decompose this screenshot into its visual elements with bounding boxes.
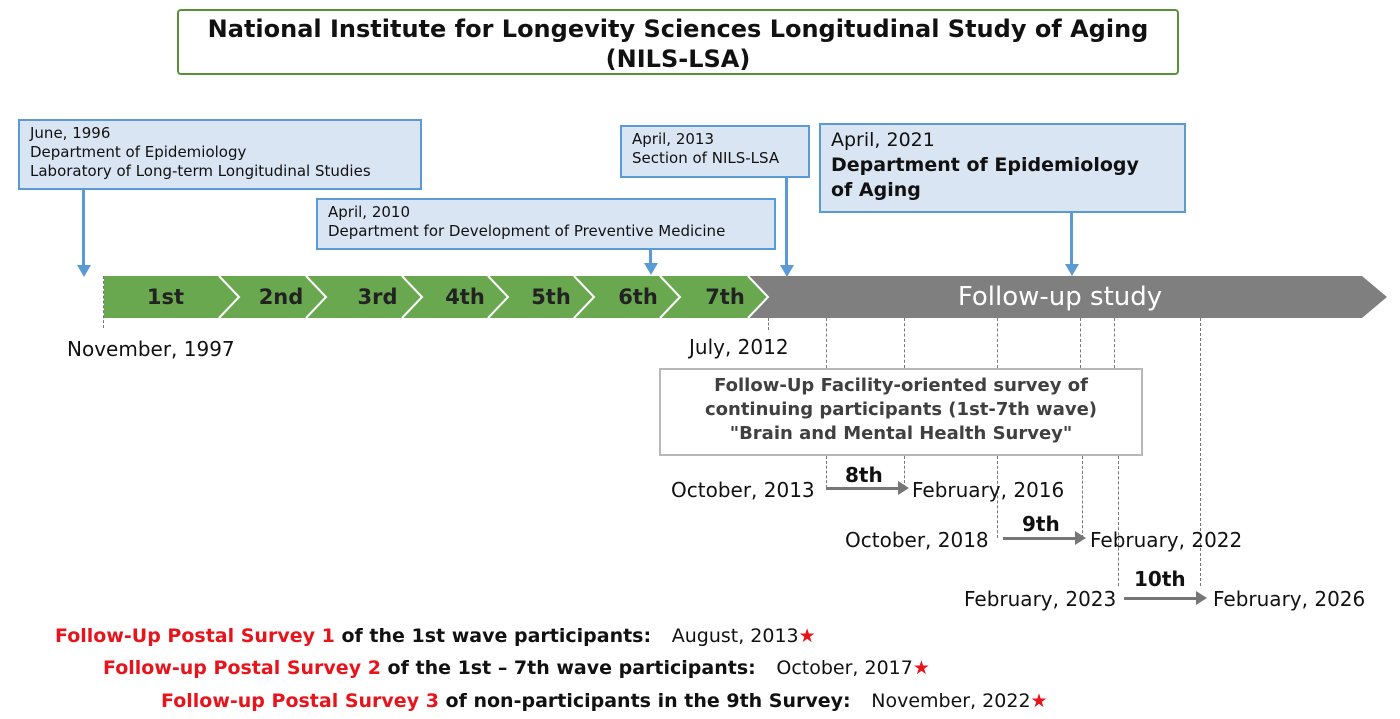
postal-survey-name: Follow-Up Postal Survey 1 xyxy=(55,625,335,647)
event-date: April, 2010 xyxy=(328,203,410,221)
star-icon: ★ xyxy=(1030,690,1048,712)
followup-box-line: Follow-Up Facility-oriented survey of xyxy=(714,375,1088,396)
guide-line-9th-end-a xyxy=(1080,318,1081,368)
end-waves-date-label: July, 2012 xyxy=(689,335,789,359)
wave-chevron-4 xyxy=(402,276,508,318)
event-box-2013: April, 2013 Section of NILS-LSA xyxy=(620,125,810,178)
guide-line-10th-end xyxy=(1200,318,1201,586)
wave-label-6: 6th xyxy=(618,285,658,309)
followup-survey-box: Follow-Up Facility-oriented survey of co… xyxy=(659,368,1143,456)
postal-survey-2: Follow-up Postal Survey 2 of the 1st – 7… xyxy=(103,657,930,679)
postal-survey-1: Follow-Up Postal Survey 1 of the 1st wav… xyxy=(55,625,816,647)
wave-chevron-5 xyxy=(488,276,594,318)
event-box-1996: June, 1996 Department of Epidemiology La… xyxy=(18,119,422,190)
postal-survey-desc: of non-participants in the 9th Survey: xyxy=(445,690,851,712)
followup-band-arrow xyxy=(748,276,1387,318)
event-line: Section of NILS-LSA xyxy=(632,149,780,167)
guide-line-8th-start-a xyxy=(826,318,827,368)
event-line: Laboratory of Long-term Longitudinal Stu… xyxy=(30,162,371,180)
event-box-2021: April, 2021 Department of Epidemiology o… xyxy=(819,123,1186,213)
title-line-2: (NILS-LSA) xyxy=(605,45,751,73)
wave-8-label: 8th xyxy=(845,463,883,487)
event-line: of Aging xyxy=(831,179,921,201)
guide-line-9th-start-a xyxy=(997,318,998,368)
postal-survey-date: October, 2017 xyxy=(776,657,913,679)
star-icon: ★ xyxy=(798,625,816,647)
wave-chevron-2 xyxy=(219,276,326,318)
wave-chevron-1 xyxy=(104,276,239,318)
wave-8-arrowhead xyxy=(898,481,909,495)
postal-survey-desc: of the 1st wave participants: xyxy=(341,625,652,647)
title-box: National Institute for Longevity Science… xyxy=(177,9,1179,75)
wave-10-end: February, 2026 xyxy=(1213,587,1366,611)
arrow-head-2021 xyxy=(1065,264,1079,276)
followup-box-line: "Brain and Mental Health Survey" xyxy=(729,423,1073,444)
guide-line-9th-start-b xyxy=(997,456,998,538)
guide-line-2012 xyxy=(768,318,769,330)
wave-10-start: February, 2023 xyxy=(964,587,1117,611)
postal-survey-name: Follow-up Postal Survey 2 xyxy=(103,657,381,679)
timeline-band xyxy=(104,275,1387,319)
arrow-head-1996 xyxy=(77,265,91,277)
event-box-2010: April, 2010 Department for Development o… xyxy=(316,198,776,250)
wave-label-1: 1st xyxy=(146,285,185,309)
wave-chevron-7 xyxy=(660,276,768,318)
wave-9-end: February, 2022 xyxy=(1090,528,1243,552)
wave-10-arrow xyxy=(1124,597,1196,600)
event-line: Department for Development of Preventive… xyxy=(328,222,726,240)
event-date: April, 2013 xyxy=(632,130,714,148)
wave-8-end: February, 2016 xyxy=(912,478,1065,502)
guide-line-8th-start-b xyxy=(826,456,827,488)
star-icon: ★ xyxy=(912,657,930,679)
wave-label-2: 2nd xyxy=(258,285,304,309)
wave-label-4: 4th xyxy=(445,285,485,309)
event-line: Department of Epidemiology xyxy=(30,143,247,161)
arrow-shaft-1996 xyxy=(82,190,85,266)
guide-line-10th-start-b xyxy=(1118,456,1119,586)
arrow-shaft-2021 xyxy=(1070,213,1073,265)
wave-9-label: 9th xyxy=(1022,512,1060,536)
guide-line-9th-end-b xyxy=(1082,456,1083,538)
followup-band-label: Follow-up study xyxy=(957,282,1163,312)
guide-line-8th-end-a xyxy=(904,318,905,368)
title-line-1: National Institute for Longevity Science… xyxy=(207,15,1149,43)
guide-line-1997 xyxy=(103,276,104,328)
event-line: Department of Epidemiology xyxy=(831,154,1139,176)
postal-survey-desc: of the 1st – 7th wave participants: xyxy=(387,657,756,679)
wave-chevron-3 xyxy=(306,276,422,318)
postal-survey-date: November, 2022 xyxy=(871,690,1031,712)
postal-survey-name: Follow-up Postal Survey 3 xyxy=(161,690,439,712)
arrow-head-2010 xyxy=(644,263,658,275)
arrow-shaft-2010 xyxy=(649,250,652,264)
wave-label-5: 5th xyxy=(531,285,571,309)
postal-survey-3: Follow-up Postal Survey 3 of non-partici… xyxy=(161,690,1048,712)
guide-line-10th-start-a xyxy=(1114,318,1115,368)
wave-10-label: 10th xyxy=(1134,567,1186,591)
wave-label-7: 7th xyxy=(705,285,745,309)
event-date: April, 2021 xyxy=(831,129,935,151)
event-date: June, 1996 xyxy=(30,124,111,142)
wave-8-start: October, 2013 xyxy=(671,478,815,502)
wave-9-arrowhead xyxy=(1075,531,1086,545)
wave-8-arrow xyxy=(826,487,898,490)
guide-line-8th-end-b xyxy=(904,456,905,488)
wave-9-arrow xyxy=(1003,537,1075,540)
wave-label-3: 3rd xyxy=(357,285,398,309)
postal-survey-date: August, 2013 xyxy=(671,625,799,647)
arrow-shaft-2013 xyxy=(785,178,788,266)
arrow-head-2013 xyxy=(780,265,794,277)
start-date-label: November, 1997 xyxy=(67,337,235,361)
wave-chevron-6 xyxy=(574,276,680,318)
wave-10-arrowhead xyxy=(1196,591,1207,605)
wave-9-start: October, 2018 xyxy=(845,528,989,552)
followup-box-line: continuing participants (1st-7th wave) xyxy=(704,399,1098,420)
